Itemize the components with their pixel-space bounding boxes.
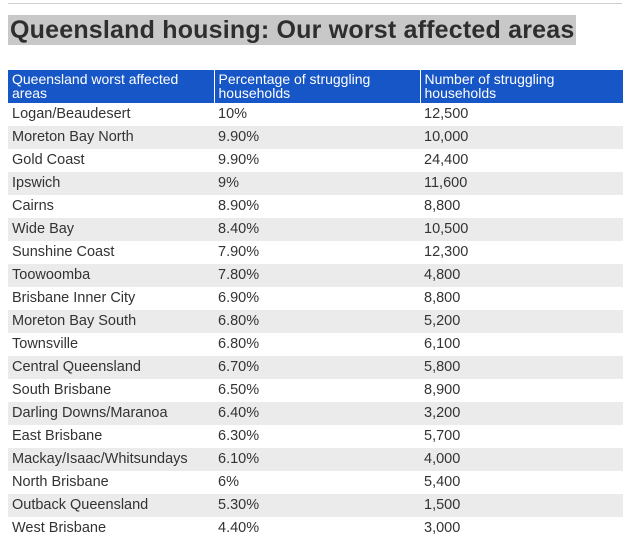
cell-number: 12,300 bbox=[424, 244, 469, 260]
cell-area: Moreton Bay North bbox=[8, 126, 214, 149]
table-row: Mackay/Isaac/Whitsundays 6.10% 4,000 bbox=[8, 448, 623, 471]
cell-number: 4,800 bbox=[420, 264, 623, 287]
table-row: Darling Downs/Maranoa 6.40% 3,200 bbox=[8, 402, 623, 425]
cell-percentage: 6.10% bbox=[214, 448, 420, 471]
cell-percentage: 6.80% bbox=[218, 336, 260, 352]
cell-percentage: 5.30% bbox=[214, 494, 420, 517]
cell-percentage: 6.40% bbox=[214, 402, 420, 425]
cell-number: 12,500 bbox=[424, 106, 469, 122]
table-row: Central Queensland 6.70% 5,800 bbox=[8, 356, 623, 379]
header-row: Queensland worst affected areas Percenta… bbox=[8, 70, 623, 103]
table-row: Logan/Beaudesert 10% 12,500 bbox=[8, 103, 623, 126]
cell-number: 8,900 bbox=[424, 382, 461, 398]
header-percentage: Percentage of struggling households bbox=[213, 70, 420, 103]
cell-area: Gold Coast bbox=[12, 152, 85, 168]
page-title: Queensland housing: Our worst affected a… bbox=[8, 15, 577, 45]
cell-area: Brisbane Inner City bbox=[12, 290, 136, 306]
table-row: Toowoomba 7.80% 4,800 bbox=[8, 264, 623, 287]
cell-area: South Brisbane bbox=[12, 382, 112, 398]
table-row: East Brisbane 6.30% 5,700 bbox=[8, 425, 623, 448]
cell-number: 1,500 bbox=[420, 494, 623, 517]
cell-area: Toowoomba bbox=[8, 264, 214, 287]
table-row: Wide Bay 8.40% 10,500 bbox=[8, 218, 623, 241]
cell-percentage: 7.90% bbox=[218, 244, 260, 260]
table-row: Sunshine Coast 7.90% 12,300 bbox=[8, 241, 623, 264]
cell-area: Darling Downs/Maranoa bbox=[8, 402, 214, 425]
top-divider bbox=[8, 3, 622, 4]
cell-number: 10,000 bbox=[420, 126, 623, 149]
table-row: Brisbane Inner City 6.90% 8,800 bbox=[8, 287, 623, 310]
cell-percentage: 7.80% bbox=[214, 264, 420, 287]
cell-number: 5,200 bbox=[420, 310, 623, 333]
cell-area: Townsville bbox=[12, 336, 79, 352]
table-row: Moreton Bay South 6.80% 5,200 bbox=[8, 310, 623, 333]
table-row: Gold Coast 9.90% 24,400 bbox=[8, 149, 623, 172]
cell-percentage: 9.90% bbox=[214, 126, 420, 149]
cell-number: 6,100 bbox=[424, 336, 461, 352]
cell-area: North Brisbane bbox=[12, 474, 109, 490]
cell-percentage: 6.80% bbox=[214, 310, 420, 333]
cell-area: Cairns bbox=[12, 198, 54, 214]
header-area: Queensland worst affected areas bbox=[8, 70, 214, 103]
cell-area: West Brisbane bbox=[12, 520, 107, 536]
cell-number: 3,000 bbox=[424, 520, 461, 536]
cell-number: 8,800 bbox=[424, 290, 461, 306]
cell-number: 4,000 bbox=[420, 448, 623, 471]
page-title-wrap: Queensland housing: Our worst affected a… bbox=[8, 15, 577, 45]
cell-percentage: 6% bbox=[218, 474, 239, 490]
cell-area: Central Queensland bbox=[8, 356, 214, 379]
cell-percentage: 9% bbox=[214, 172, 420, 195]
table-row: Moreton Bay North 9.90% 10,000 bbox=[8, 126, 623, 149]
cell-percentage: 9.90% bbox=[218, 152, 260, 168]
cell-area: Sunshine Coast bbox=[12, 244, 115, 260]
header-number: Number of struggling households bbox=[419, 70, 623, 103]
cell-number: 10,500 bbox=[420, 218, 623, 241]
cell-percentage: 4.40% bbox=[218, 520, 260, 536]
cell-area: Moreton Bay South bbox=[8, 310, 214, 333]
table-row: South Brisbane 6.50% 8,900 bbox=[8, 379, 623, 402]
table-row: Cairns 8.90% 8,800 bbox=[8, 195, 623, 218]
table-body: Logan/Beaudesert 10% 12,500 Moreton Bay Nor… bbox=[8, 103, 623, 540]
table-row: North Brisbane 6% 5,400 bbox=[8, 471, 623, 494]
cell-number: 5,400 bbox=[424, 474, 461, 490]
cell-percentage: 8.90% bbox=[218, 198, 260, 214]
housing-table: Queensland worst affected areas Percenta… bbox=[8, 70, 623, 540]
table-row: West Brisbane 4.40% 3,000 bbox=[8, 517, 623, 540]
cell-number: 8,800 bbox=[424, 198, 461, 214]
cell-area: Ipswich bbox=[8, 172, 214, 195]
cell-percentage: 6.30% bbox=[218, 428, 260, 444]
cell-number: 5,700 bbox=[424, 428, 461, 444]
table-header: Queensland worst affected areas Percenta… bbox=[8, 70, 623, 103]
cell-area: Logan/Beaudesert bbox=[12, 106, 131, 122]
cell-number: 3,200 bbox=[420, 402, 623, 425]
cell-percentage: 10% bbox=[218, 106, 248, 122]
cell-percentage: 6.50% bbox=[218, 382, 260, 398]
table-row: Ipswich 9% 11,600 bbox=[8, 172, 623, 195]
table-row: Townsville 6.80% 6,100 bbox=[8, 333, 623, 356]
cell-area: Mackay/Isaac/Whitsundays bbox=[8, 448, 214, 471]
cell-area: Outback Queensland bbox=[8, 494, 214, 517]
cell-area: East Brisbane bbox=[12, 428, 103, 444]
cell-number: 11,600 bbox=[420, 172, 623, 195]
cell-area: Wide Bay bbox=[8, 218, 214, 241]
table-row: Outback Queensland 5.30% 1,500 bbox=[8, 494, 623, 517]
cell-number: 5,800 bbox=[420, 356, 623, 379]
cell-percentage: 6.90% bbox=[218, 290, 260, 306]
cell-percentage: 8.40% bbox=[214, 218, 420, 241]
cell-number: 24,400 bbox=[424, 152, 469, 168]
cell-percentage: 6.70% bbox=[214, 356, 420, 379]
